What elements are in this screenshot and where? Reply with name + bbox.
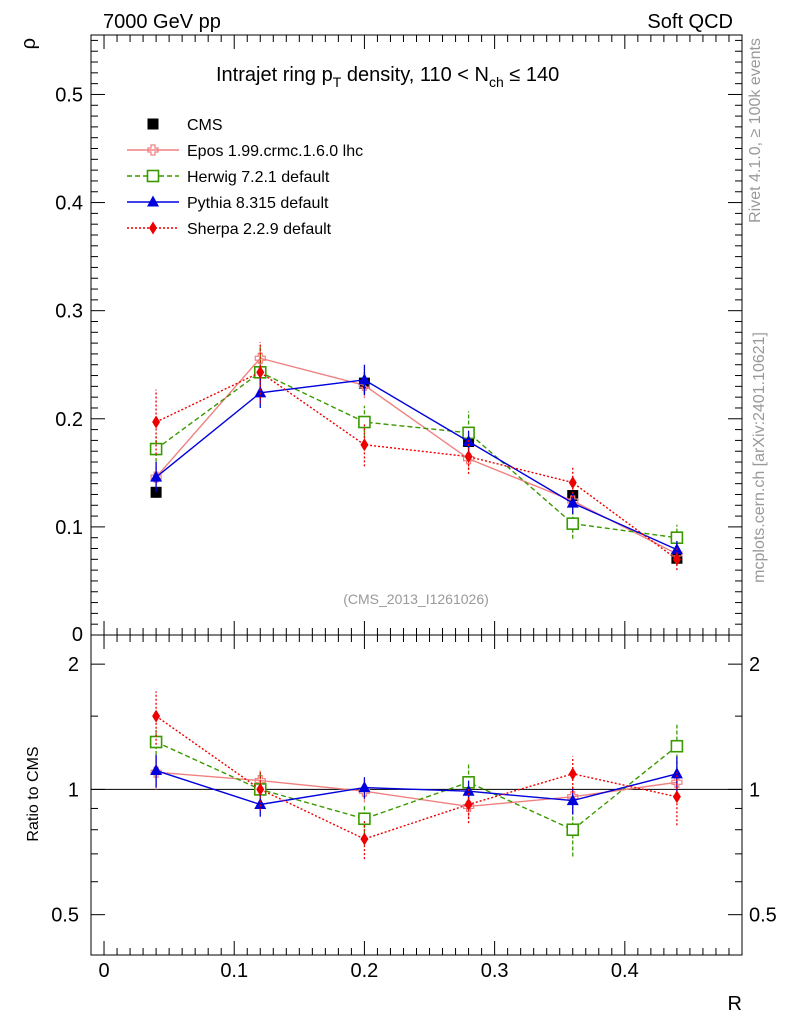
ratio-y-tick-label-right: 1	[749, 779, 760, 801]
axis-ticks: 0 0.1 0.2 0.3 0.4 0.1 0.2 0.3 0.4 0.5 0 0.5 0.5 1 1 2 2	[51, 35, 777, 982]
rivet-label: Rivet 4.1.0, ≥ 100k events	[747, 38, 764, 223]
data-point-marker	[256, 365, 265, 379]
legend-label: Epos 1.99.crmc.1.6.0 lhc	[187, 143, 363, 160]
y-tick-label-zero: 0	[72, 624, 83, 646]
data-point-marker	[672, 790, 681, 804]
ratio-y-tick-label: 2	[68, 654, 79, 676]
ratio-plot-frame	[90, 634, 743, 956]
y-tick-label: 0.2	[55, 409, 83, 431]
series-line-pythia	[155, 379, 678, 551]
data-point-marker	[358, 812, 371, 826]
series-herwig	[149, 345, 684, 551]
series-line-herwig	[155, 741, 678, 831]
legend-entry-epos: Epos 1.99.crmc.1.6.0 lhc	[127, 143, 363, 160]
data-point-marker	[566, 794, 579, 806]
series-pythia	[150, 754, 683, 817]
data-point-marker	[566, 823, 580, 837]
legend-entry-herwig: Herwig 7.2.1 default	[127, 169, 330, 186]
data-point-marker	[360, 832, 369, 846]
series-line-herwig	[155, 371, 677, 539]
series-epos	[150, 345, 683, 561]
data-point-marker	[146, 169, 160, 183]
y-axis-label: ρ	[18, 38, 40, 49]
data-point-marker	[358, 373, 371, 385]
series-line-sherpa	[155, 371, 678, 560]
x-axis-label: R	[728, 993, 742, 1015]
series-pythia	[150, 364, 683, 559]
data-point-marker	[149, 735, 163, 749]
data-point-marker	[358, 415, 371, 429]
data-point-marker	[672, 552, 681, 566]
series-line-sherpa	[155, 715, 678, 840]
series-epos	[150, 756, 683, 819]
series-sherpa	[152, 691, 681, 860]
data-point-marker	[254, 386, 267, 398]
data-point-marker	[568, 476, 577, 490]
data-point-marker	[568, 767, 577, 781]
data-point-marker	[147, 144, 159, 156]
series-line-epos	[155, 357, 678, 555]
data-point-marker	[150, 764, 163, 776]
legend-label: Sherpa 2.2.9 default	[187, 221, 332, 238]
x-tick-label: 0.3	[481, 960, 509, 982]
collision-label: 7000 GeV pp	[103, 11, 221, 33]
analysis-id-label: (CMS_2013_I1261026)	[343, 591, 489, 607]
y-tick-label: 0.5	[55, 84, 83, 106]
data-point-marker	[566, 496, 579, 508]
data-point-marker	[254, 797, 267, 809]
legend-entry-cms: CMS	[147, 117, 223, 134]
category-label: Soft QCD	[647, 11, 733, 33]
legend-entry-sherpa: Sherpa 2.2.9 default	[127, 221, 332, 238]
legend-label: Herwig 7.2.1 default	[187, 169, 330, 186]
series-sherpa	[152, 342, 681, 571]
data-point-marker	[464, 797, 473, 811]
ratio-y-axis-label: Ratio to CMS	[25, 746, 42, 841]
data-point-marker	[152, 709, 161, 723]
legend-label: CMS	[187, 117, 223, 134]
x-tick-label: 0.2	[351, 960, 379, 982]
x-tick-label: 0	[98, 960, 109, 982]
y-tick-label: 0.3	[55, 301, 83, 323]
ratio-y-tick-label: 0.5	[51, 905, 79, 927]
y-tick-label: 0.1	[55, 517, 83, 539]
data-point-marker	[254, 352, 266, 364]
series-line-pythia	[155, 769, 678, 806]
data-point-marker	[670, 739, 684, 753]
mcplots-label: mcplots.cern.ch [arXiv:2401.10621]	[751, 332, 768, 583]
data-point-marker	[566, 517, 580, 530]
data-point-marker	[256, 782, 265, 796]
series-line-epos	[156, 771, 677, 808]
series-herwig	[149, 724, 684, 857]
data-point-marker	[464, 450, 473, 464]
ratio-y-tick-label-right: 0.5	[749, 905, 777, 927]
ratio-series-group	[149, 691, 684, 860]
legend-entry-pythia: Pythia 8.315 default	[127, 195, 329, 212]
legend: CMS Epos 1.99.crmc.1.6.0 lhc Herwig 7.2.1 …	[127, 117, 363, 238]
ratio-y-tick-label-right: 2	[749, 654, 760, 676]
legend-label: Pythia 8.315 default	[187, 195, 329, 212]
data-point-marker	[147, 118, 159, 130]
y-tick-label: 0.4	[55, 193, 83, 215]
data-point-marker	[152, 415, 161, 429]
x-tick-label: 0.4	[611, 960, 639, 982]
data-point-marker	[360, 438, 369, 452]
data-point-marker	[149, 221, 157, 235]
data-point-marker	[150, 470, 163, 482]
chart-title: Intrajet ring pT density, 110 < Nch ≤ 14…	[216, 64, 559, 90]
x-tick-label: 0.1	[220, 960, 248, 982]
data-point-marker	[147, 195, 159, 207]
data-point-marker	[358, 781, 371, 793]
data-point-marker	[671, 776, 683, 788]
main-series-group	[149, 342, 684, 571]
ratio-y-tick-label: 1	[68, 779, 79, 801]
